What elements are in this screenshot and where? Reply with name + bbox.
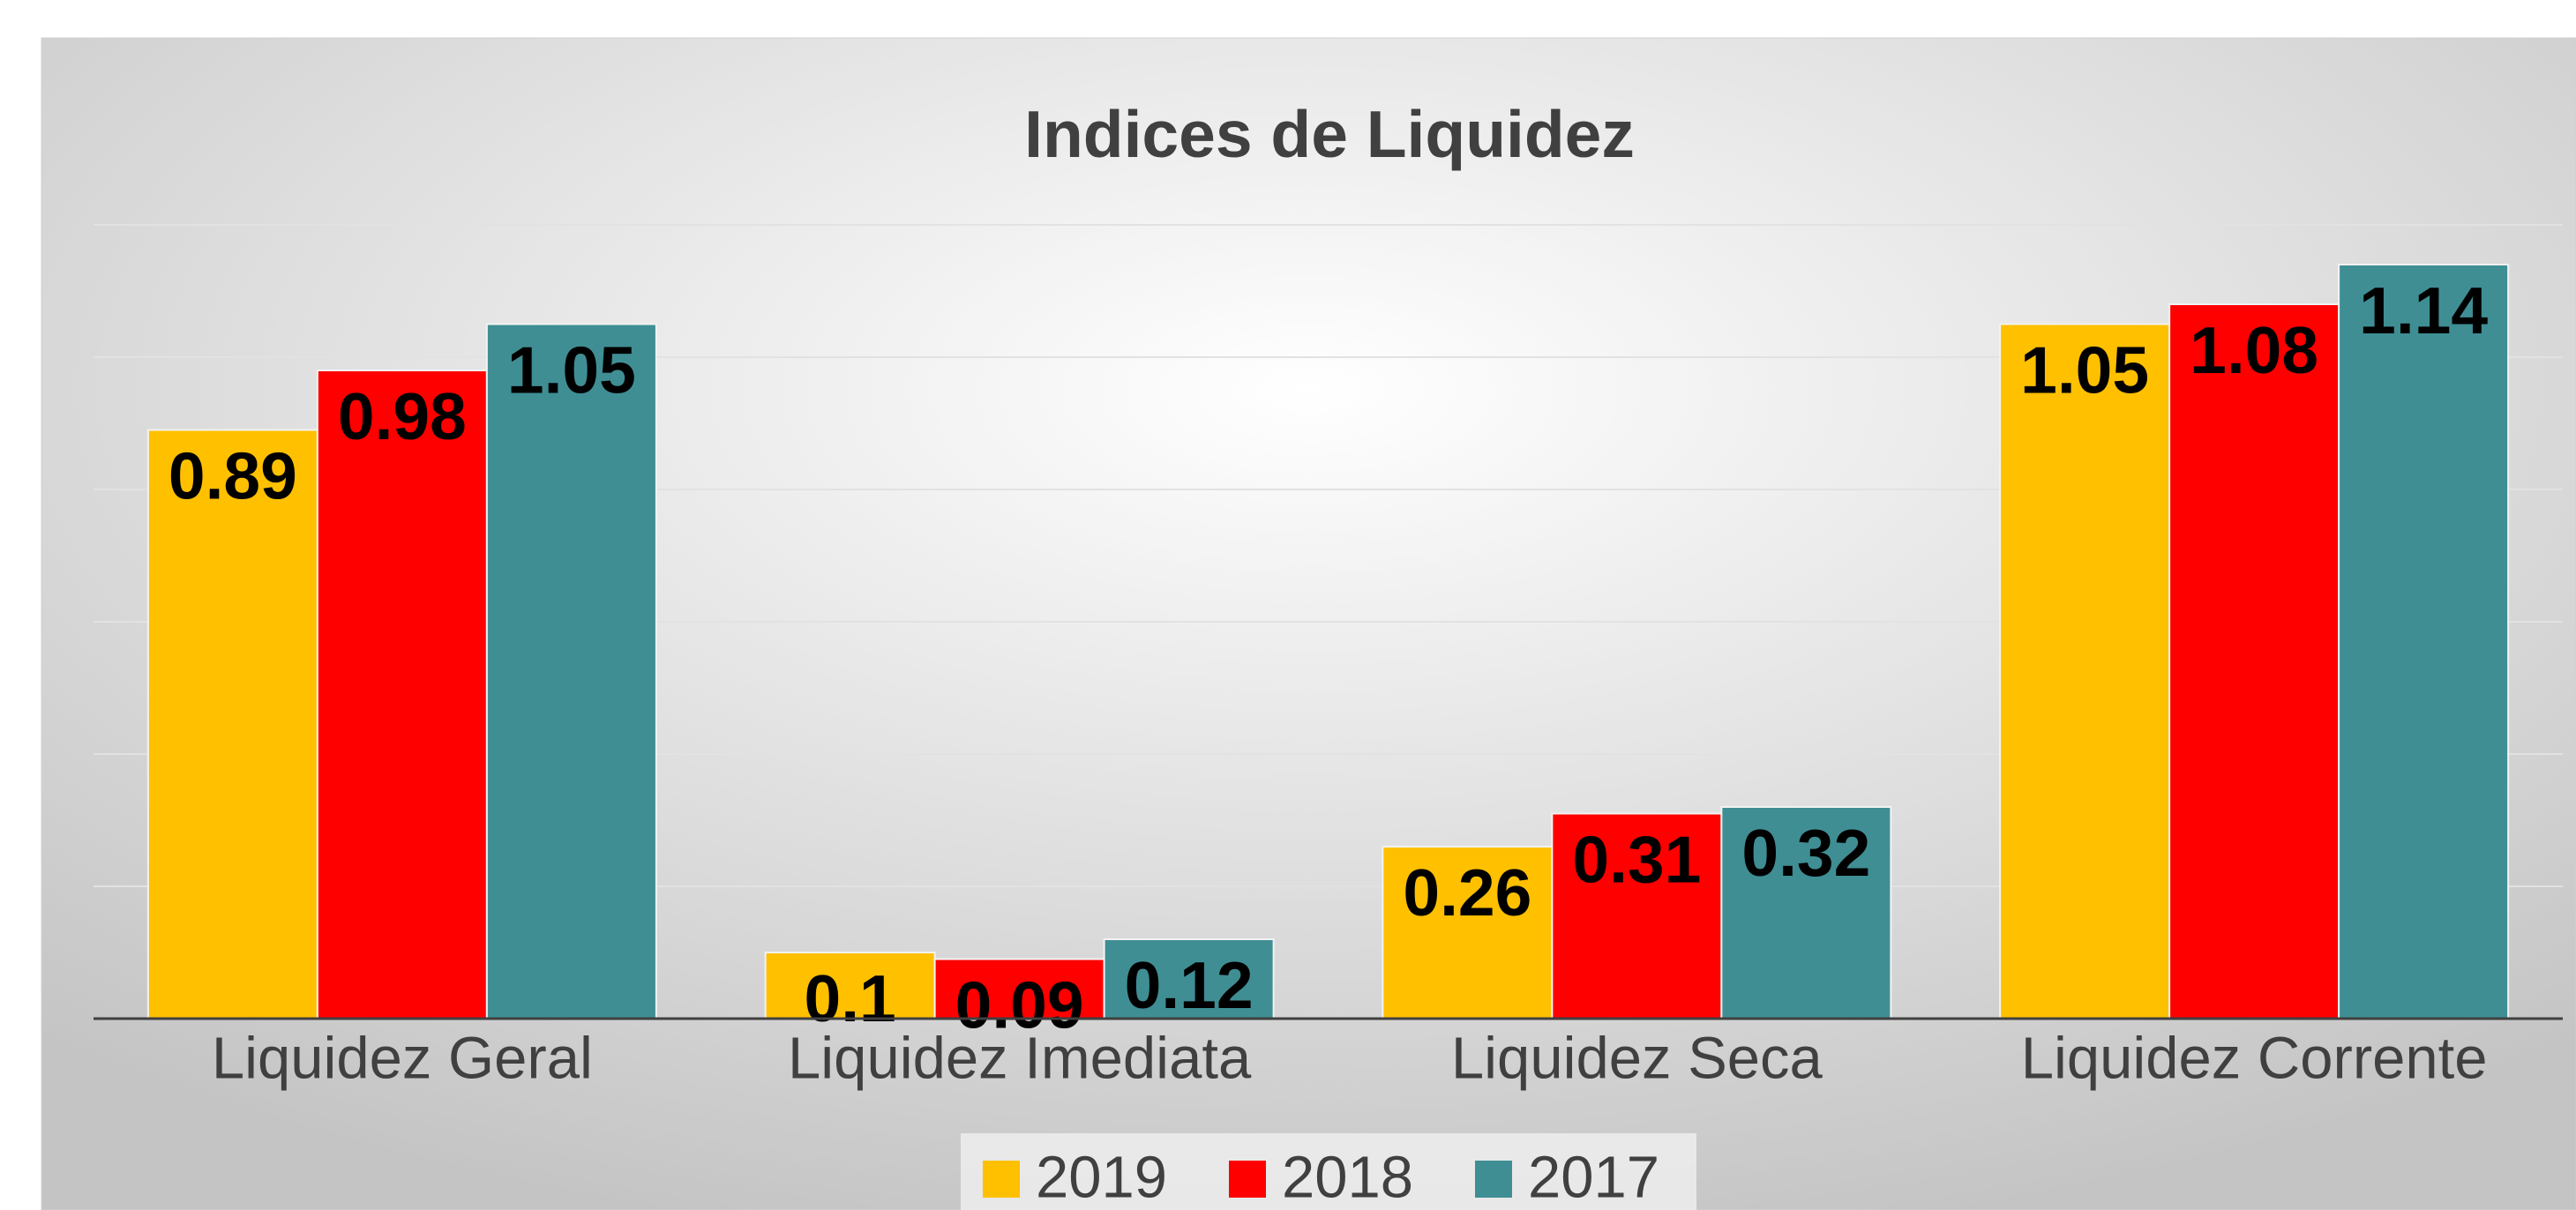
x-tick-label: Liquidez Seca <box>1451 1026 1823 1092</box>
data-label: 1.14 <box>2359 273 2488 347</box>
legend-label: 2017 <box>1528 1145 1659 1210</box>
legend-swatch <box>1229 1161 1266 1198</box>
bar <box>1999 323 2171 1020</box>
data-label: 0.12 <box>1125 948 1254 1022</box>
x-tick-label: Liquidez Corrente <box>2021 1026 2488 1092</box>
bar <box>764 952 936 1020</box>
x-tick-label: Liquidez Geral <box>212 1026 593 1092</box>
bar <box>1720 806 1892 1020</box>
data-label: 0.98 <box>338 379 467 453</box>
data-label: 0.89 <box>168 438 297 512</box>
x-tick-label: Liquidez Imediata <box>788 1026 1252 1092</box>
data-label: 0.26 <box>1403 855 1531 930</box>
chart-title: Indices de Liquidez <box>1024 97 1635 171</box>
bar <box>1103 938 1275 1020</box>
data-label: 1.05 <box>507 332 636 407</box>
legend-label: 2019 <box>1036 1145 1167 1210</box>
legend-background <box>961 1133 1696 1210</box>
bar <box>2168 303 2340 1020</box>
bar <box>933 958 1105 1020</box>
legend-label: 2018 <box>1282 1145 1413 1210</box>
bar <box>1382 846 1554 1020</box>
bar <box>316 370 488 1020</box>
legend-swatch <box>983 1161 1020 1198</box>
bar <box>146 429 318 1020</box>
data-label: 1.05 <box>2020 332 2149 407</box>
data-label: 0.09 <box>955 967 1084 1042</box>
data-label: 0.1 <box>804 961 895 1035</box>
bar <box>2338 264 2510 1020</box>
data-label: 1.08 <box>2190 313 2318 387</box>
bar <box>485 323 657 1020</box>
data-label: 0.32 <box>1741 816 1870 890</box>
data-label: 0.31 <box>1572 822 1701 896</box>
legend-swatch <box>1475 1161 1512 1198</box>
